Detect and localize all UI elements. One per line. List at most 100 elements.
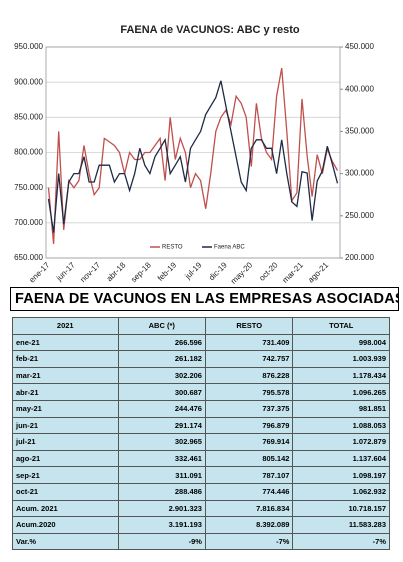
table-row: ago-21 332.461 805.142 1.137.604	[12, 449, 390, 468]
y2-tick-label: 450.000	[345, 42, 374, 51]
table-cell: oct-21	[12, 482, 119, 501]
table-cell: abr-21	[12, 383, 119, 401]
table-cell: -9%	[117, 532, 206, 551]
line-series	[47, 67, 339, 244]
legend-label: Faena ABC	[214, 245, 245, 251]
y-tick-label: 800.000	[14, 148, 43, 157]
table-cell: feb-21	[12, 350, 119, 368]
y2-tick-label: 400.000	[345, 84, 374, 93]
table-cell: -7%	[204, 532, 294, 551]
table-cell: 1.098.197	[292, 466, 390, 484]
table-cell: Acum.2020	[12, 516, 119, 534]
x-tick-label: ago-21	[306, 260, 330, 284]
table: 2021 ABC (*) RESTO TOTAL ene-21 266.596 731.40…	[12, 317, 390, 551]
table-cell: Var.%	[12, 532, 119, 551]
table-cell: 291.174	[117, 416, 206, 435]
table-cell: 7.816.834	[204, 499, 294, 518]
table-row: sep-21 311.091 787.107 1.098.197	[12, 466, 390, 484]
table-row: Acum. 2021 2.901.323 7.816.834 10.718.157	[12, 499, 390, 518]
y-tick-label: 900.000	[14, 77, 43, 86]
table-cell: 737.375	[204, 399, 294, 418]
table-cell: mar-21	[12, 366, 119, 385]
table-cell: ene-21	[12, 333, 119, 352]
table-cell: 1.072.879	[292, 433, 390, 451]
table-cell: ago-21	[12, 449, 119, 468]
table-cell: 787.107	[204, 466, 294, 484]
y-tick-label: 650.000	[14, 253, 43, 262]
table-row: ene-21 266.596 731.409 998.004	[12, 333, 390, 352]
table-cell: Acum. 2021	[12, 499, 119, 518]
table-cell: jul-21	[12, 433, 119, 451]
table-cell: 261.182	[117, 350, 206, 368]
table-row: Acum.2020 3.191.193 8.392.089 11.583.283	[12, 516, 390, 534]
chart-title: FAENA de VACUNOS: ABC y resto	[120, 24, 300, 36]
x-tick-label: ene-17	[27, 260, 51, 284]
y-tick-label: 950.000	[14, 42, 43, 51]
x-tick-label: feb-19	[156, 260, 179, 283]
table-row: feb-21 261.182 742.757 1.003.939	[12, 350, 390, 368]
table-cell: 1.088.053	[292, 416, 390, 435]
table-cell: sep-21	[12, 466, 119, 484]
table-cell: 731.409	[204, 333, 294, 352]
table-cell: 3.191.193	[117, 516, 206, 534]
x-tick-label: jul-19	[183, 260, 204, 281]
y-tick-label: 850.000	[14, 112, 43, 121]
table-cell: 774.446	[204, 482, 294, 501]
table-cell: 1.137.604	[292, 449, 390, 468]
x-tick-label: mar-21	[281, 260, 306, 285]
table-cell: 796.879	[204, 416, 294, 435]
chart: FAENA de VACUNOS: ABC y resto 650.000 700…	[14, 24, 374, 286]
table-cell: -7%	[292, 532, 390, 551]
table-cell: 332.461	[117, 449, 206, 468]
table-row: oct-21 288.486 774.446 1.062.932	[12, 482, 390, 501]
table-row: abr-21 300.687 795.578 1.096.265	[12, 383, 390, 401]
table-cell: 769.914	[204, 433, 294, 451]
table-cell: 1.178.434	[292, 366, 390, 385]
table-cell: 998.004	[292, 333, 390, 352]
x-tick-label: dic-19	[207, 260, 229, 282]
table-cell: 2021	[12, 317, 119, 335]
table-cell: 244.476	[117, 399, 206, 418]
y2-tick-label: 350.000	[345, 127, 374, 136]
table-section: FAENA DE VACUNOS EN LAS EMPRESAS ASOCIAD…	[0, 287, 403, 551]
table-row: mar-21 302.206 876.228 1.178.434	[12, 366, 390, 385]
line-series	[47, 80, 339, 233]
table-cell: 742.757	[204, 350, 294, 368]
table-title: FAENA DE VACUNOS EN LAS EMPRESAS ASOCIAD…	[10, 287, 399, 311]
y-tick-label: 750.000	[14, 183, 43, 192]
table-cell: jun-21	[12, 416, 119, 435]
table-cell: 1.062.932	[292, 482, 390, 501]
table-cell: 266.596	[117, 333, 206, 352]
table-cell: ABC (*)	[117, 317, 206, 335]
table-cell: 2.901.323	[117, 499, 206, 518]
table-cell: TOTAL	[292, 317, 390, 335]
table-cell: 10.718.157	[292, 499, 390, 518]
table-row: Var.% -9% -7% -7%	[12, 532, 390, 551]
table-cell: 302.965	[117, 433, 206, 451]
table-cell: 311.091	[117, 466, 206, 484]
header-row: 2021 ABC (*) RESTO TOTAL	[12, 317, 390, 335]
table-cell: may-21	[12, 399, 119, 418]
y2-tick-label: 250.000	[345, 211, 374, 220]
table-cell: 1.096.265	[292, 383, 390, 401]
y2-tick-label: 300.000	[345, 169, 374, 178]
table-row: may-21 244.476 737.375 981.851	[12, 399, 390, 418]
x-tick-label: abr-18	[105, 260, 128, 283]
table-cell: 795.578	[204, 383, 294, 401]
x-tick-label: sep-18	[129, 260, 153, 284]
table-row: jun-21 291.174 796.879 1.088.053	[12, 416, 390, 435]
x-tick-label: jun-17	[54, 260, 77, 283]
table-cell: 876.228	[204, 366, 294, 385]
x-tick-label: may-20	[229, 260, 255, 285]
table-cell: 300.687	[117, 383, 206, 401]
table-cell: 302.206	[117, 366, 206, 385]
table-cell: 8.392.089	[204, 516, 294, 534]
plot-frame	[45, 46, 341, 259]
table-cell: RESTO	[204, 317, 294, 335]
legend-label: RESTO	[162, 245, 183, 251]
table-cell: 981.851	[292, 399, 390, 418]
y2-tick-label: 200.000	[345, 253, 374, 262]
table-cell: 805.142	[204, 449, 294, 468]
x-tick-label: oct-20	[257, 260, 279, 282]
